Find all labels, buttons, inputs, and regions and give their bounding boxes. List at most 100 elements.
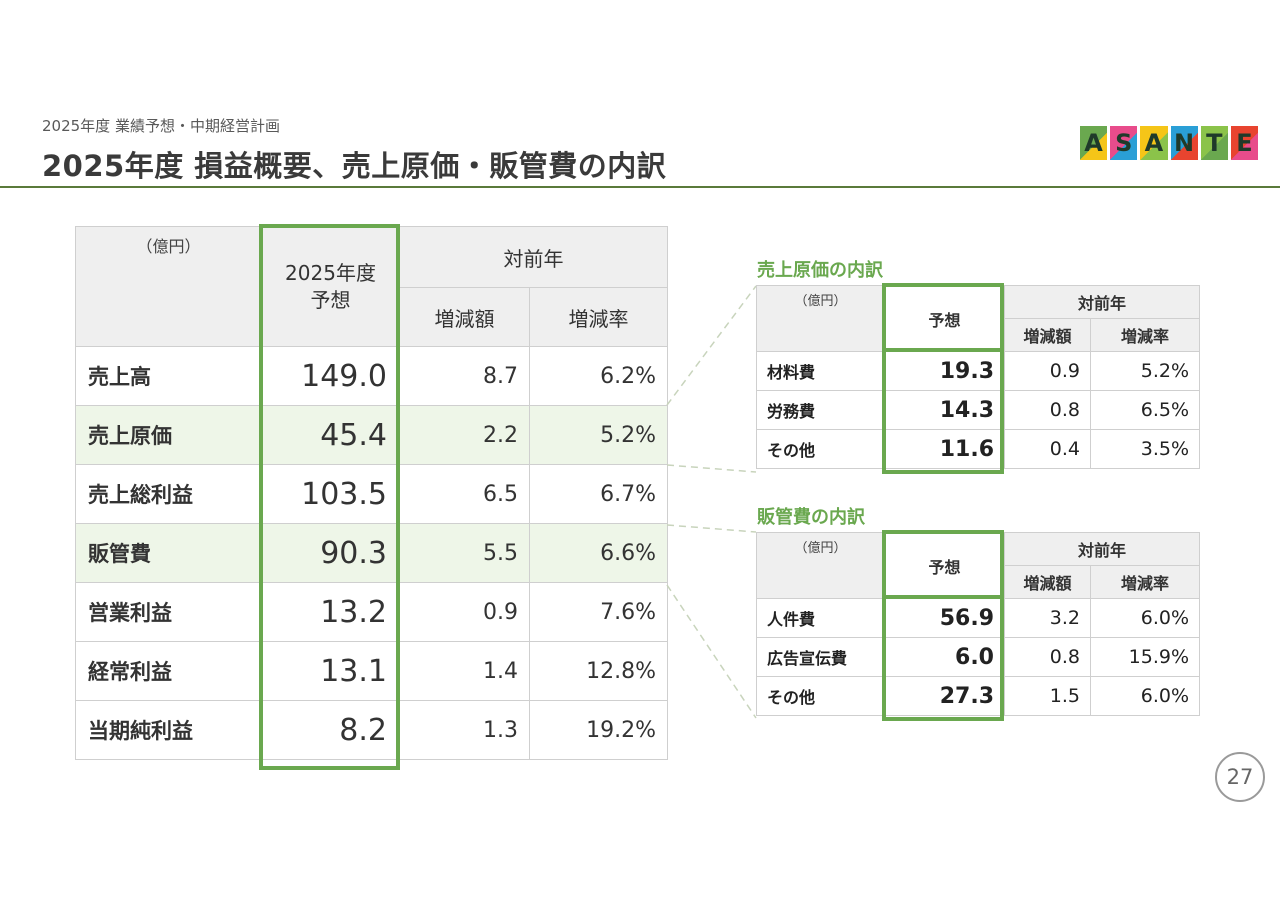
logo-letter: A [1144,129,1164,157]
change-rate: 6.0% [1089,598,1201,638]
change-rate: 15.9% [1089,637,1201,677]
table-row: その他 27.3 1.5 6.0% [756,676,1201,716]
cogs-breakdown-title: 売上原価の内訳 [757,260,883,281]
row-label: 販管費 [75,523,262,583]
forecast-value: 27.3 [884,676,1005,716]
row-label: 広告宣伝費 [756,637,885,677]
forecast-value: 14.3 [884,390,1005,430]
row-label: 労務費 [756,390,885,430]
forecast-value: 19.3 [884,351,1005,391]
sga-breakdown-table: （億円） 予想 対前年 増減額 増減率 人件費 56.9 3.2 6.0% 広告宣伝費 6… [756,532,1201,716]
logo-letter-tile: A [1140,126,1168,160]
sga-yoy-header: 対前年 [1003,532,1201,566]
table-row: 営業利益 13.2 0.9 7.6% [75,582,668,642]
table-row: 広告宣伝費 6.0 0.8 15.9% [756,637,1201,677]
change-rate: 12.8% [529,641,668,701]
cogs-change-amount-header: 増減額 [1004,318,1091,352]
table-row: 販管費 90.3 5.5 6.6% [75,523,668,583]
logo-letter-tile: T [1200,126,1228,160]
change-amount: 6.5 [399,464,530,524]
change-amount: 0.9 [1004,351,1091,391]
table-row: 労務費 14.3 0.8 6.5% [756,390,1201,430]
change-rate: 6.2% [529,346,668,406]
change-rate-header: 増減率 [529,287,668,347]
forecast-header-label: 予想 [310,287,351,312]
cogs-forecast-header: 予想 [884,285,1005,352]
change-rate: 5.2% [1089,351,1201,391]
sga-connector-top [666,524,757,533]
change-rate: 6.0% [1089,676,1201,716]
row-label: 材料費 [756,351,885,391]
table-row: 経常利益 13.1 1.4 12.8% [75,641,668,701]
forecast-header-year: 2025年度 [285,260,376,285]
logo-letter: S [1115,129,1133,157]
table-row: 売上原価 45.4 2.2 5.2% [75,405,668,465]
title-divider [0,186,1280,188]
sga-unit-label: （億円） [756,532,885,599]
change-amount-header: 増減額 [399,287,530,347]
logo-letter: A [1084,129,1103,157]
change-amount: 0.8 [1004,390,1091,430]
change-rate: 5.2% [529,405,668,465]
forecast-value: 56.9 [884,598,1005,638]
forecast-value: 11.6 [884,429,1005,469]
row-label: 人件費 [756,598,885,638]
change-rate: 6.7% [529,464,668,524]
change-rate: 6.6% [529,523,668,583]
yoy-header: 対前年 [399,226,668,288]
forecast-value: 13.1 [261,641,400,701]
forecast-value: 103.5 [261,464,400,524]
table-row: 材料費 19.3 0.9 5.2% [756,351,1201,391]
row-label: その他 [756,429,885,469]
logo-letter-tile: A [1080,126,1108,160]
table-row: 売上総利益 103.5 6.5 6.7% [75,464,668,524]
forecast-value: 8.2 [261,700,400,760]
unit-label: （億円） [75,226,262,347]
row-label: 売上原価 [75,405,262,465]
change-amount: 1.5 [1004,676,1091,716]
change-amount: 0.8 [1004,637,1091,677]
change-rate: 3.5% [1089,429,1201,469]
forecast-value: 13.2 [261,582,400,642]
row-label: 売上総利益 [75,464,262,524]
sga-forecast-header: 予想 [884,532,1005,599]
logo-letter: E [1236,129,1253,157]
table-row: 当期純利益 8.2 1.3 19.2% [75,700,668,760]
logo-letter-tile: E [1230,126,1259,160]
change-amount: 0.4 [1004,429,1091,469]
change-amount: 8.7 [399,346,530,406]
sga-connector-bottom [666,584,757,719]
cogs-yoy-header: 対前年 [1003,285,1201,319]
logo-letter-tile: N [1170,126,1198,160]
row-label: 営業利益 [75,582,262,642]
page-number: 27 [1215,752,1265,802]
cogs-breakdown-table: （億円） 予想 対前年 増減額 増減率 材料費 19.3 0.9 5.2% 労務費 14.… [756,285,1201,469]
change-rate: 7.6% [529,582,668,642]
logo-letter: T [1206,129,1223,157]
change-amount: 3.2 [1004,598,1091,638]
pl-summary-table: （億円） 2025年度 予想 対前年 増減額 増減率 売上高 149.0 8.7 6.… [75,226,668,760]
sga-change-amount-header: 増減額 [1004,565,1091,599]
table-row: 売上高 149.0 8.7 6.2% [75,346,668,406]
section-subtitle: 2025年度 業績予想・中期経営計画 [42,117,280,135]
change-amount: 1.3 [399,700,530,760]
row-label: 当期純利益 [75,700,262,760]
change-rate: 6.5% [1089,390,1201,430]
forecast-header: 2025年度 予想 [261,226,400,347]
sga-change-rate-header: 増減率 [1089,565,1201,599]
change-amount: 1.4 [399,641,530,701]
page-title: 2025年度 損益概要、売上原価・販管費の内訳 [42,149,667,183]
sga-breakdown-title: 販管費の内訳 [757,507,865,528]
change-rate: 19.2% [529,700,668,760]
row-label: その他 [756,676,885,716]
forecast-value: 90.3 [261,523,400,583]
cogs-unit-label: （億円） [756,285,885,352]
forecast-value: 6.0 [884,637,1005,677]
change-amount: 2.2 [399,405,530,465]
forecast-value: 149.0 [261,346,400,406]
table-row: 人件費 56.9 3.2 6.0% [756,598,1201,638]
row-label: 経常利益 [75,641,262,701]
forecast-value: 45.4 [261,405,400,465]
change-amount: 5.5 [399,523,530,583]
